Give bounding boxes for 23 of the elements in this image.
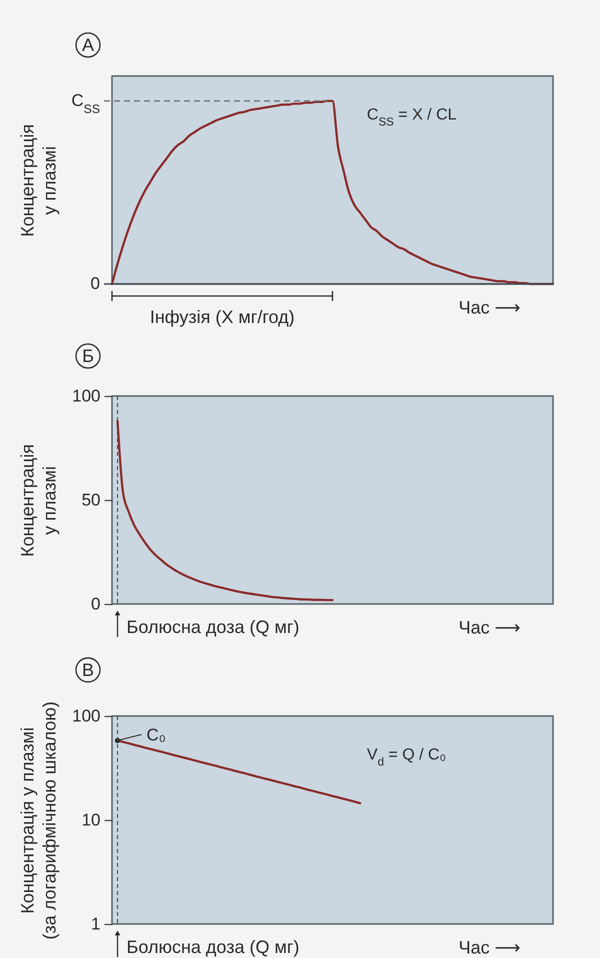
line-series — [116, 420, 334, 602]
chart-title: А — [82, 35, 94, 55]
annotation: C₀ — [146, 726, 166, 745]
y-axis-title: Концентрація у плазмі — [18, 124, 60, 237]
y-tick-label: 100 — [72, 386, 100, 406]
y-axis-title: Концентрація у плазмі (за логарифмічною шкалою) — [18, 701, 60, 940]
annotation: V$_{d}$ = Q / C₀ — [366, 746, 446, 768]
x-axis-title: Час ⟶ — [458, 298, 520, 318]
text: Болюсна доза (Q мг) — [126, 937, 300, 957]
x-axis-title: Час ⟶ — [458, 618, 520, 638]
text: Інфузія (X мг/год) — [150, 307, 295, 327]
ref-line-label: C$_{SS}$ — [71, 90, 100, 116]
y-tick-label: 100 — [72, 706, 100, 726]
x-axis-title: Час ⟶ — [458, 938, 520, 958]
chart-title: В — [82, 660, 94, 680]
y-axis-title: Концентрація у плазмі — [18, 444, 60, 557]
y-tick-label: 10 — [82, 810, 100, 830]
annotation: C$_{SS}$ = X / CL — [366, 106, 457, 128]
chart-title: Б — [82, 346, 94, 366]
y-tick-label: 0 — [91, 594, 100, 614]
text: Болюсна доза (Q мг) — [126, 617, 300, 637]
y-tick-label: 50 — [82, 490, 100, 510]
y-tick-label: 1 — [91, 914, 100, 934]
